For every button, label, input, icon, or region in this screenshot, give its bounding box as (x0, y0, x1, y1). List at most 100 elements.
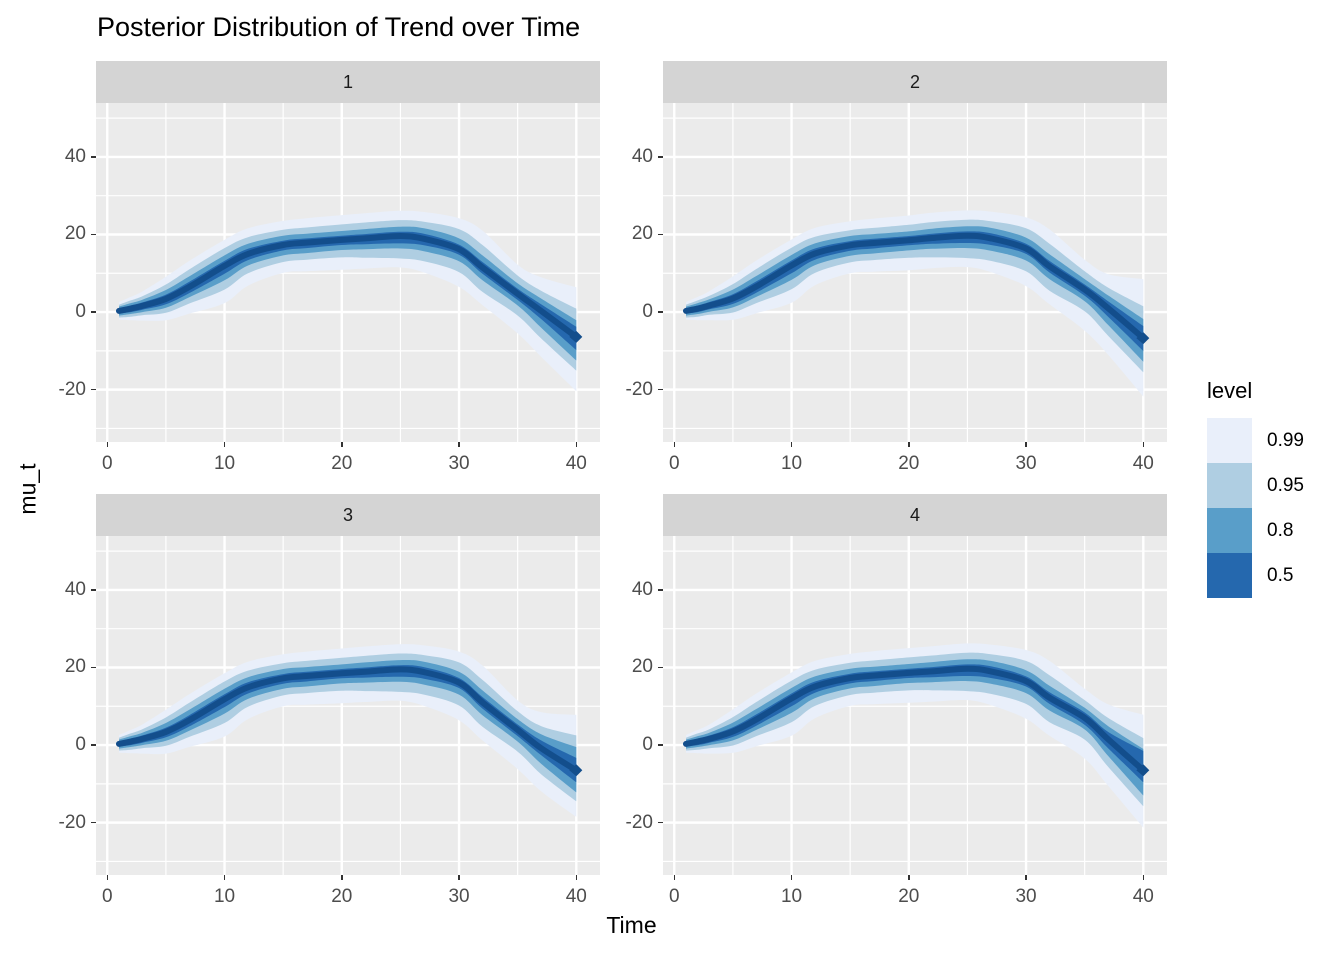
y-tick-mark (91, 388, 96, 391)
y-tick-label: 40 (631, 145, 653, 167)
y-tick-mark (658, 388, 663, 391)
facet-panel (663, 536, 1167, 875)
x-tick-mark (1025, 875, 1027, 880)
y-tick-label: 40 (631, 578, 653, 600)
x-tick-label: 10 (213, 453, 236, 474)
y-tick-mark (658, 311, 663, 313)
legend-entry: 0.99 (1207, 418, 1337, 463)
y-axis-title: mu_t (14, 463, 41, 515)
legend-entry: 0.5 (1207, 553, 1337, 598)
y-tick-label: 20 (631, 223, 653, 245)
x-axis-title: Time (606, 912, 657, 938)
x-tick-mark (106, 875, 108, 880)
y-tick-mark (91, 233, 96, 236)
y-tick-label: -20 (625, 811, 653, 833)
x-tick-mark (1142, 442, 1145, 447)
facet-strip-label: 1 (342, 71, 353, 92)
y-tick-label: 40 (64, 578, 86, 600)
facet-strip-label: 4 (909, 504, 920, 525)
legend-swatch (1207, 508, 1252, 553)
y-tick-label: 0 (75, 301, 86, 323)
median-line (116, 666, 580, 774)
x-tick-mark (790, 875, 793, 880)
median-line (683, 232, 1147, 342)
x-tick-label: 20 (898, 453, 920, 474)
facet-strip: 1 (96, 61, 600, 103)
facet-strip-label: 3 (342, 504, 353, 525)
y-tick-mark (658, 666, 663, 669)
x-tick-label: 0 (668, 886, 680, 907)
plot-title: Posterior Distribution of Trend over Tim… (97, 12, 581, 42)
x-tick-label: 40 (1132, 886, 1154, 907)
y-tick-mark (658, 821, 663, 824)
x-tick-label: 40 (1132, 453, 1154, 474)
legend-entry: 0.8 (1207, 508, 1337, 553)
y-tick-label: 0 (642, 301, 653, 323)
facet-strip-label: 2 (909, 71, 920, 92)
y-tick-mark (658, 744, 663, 746)
y-tick-label: -20 (625, 378, 653, 400)
x-tick-label: 20 (331, 453, 353, 474)
x-tick-mark (1142, 875, 1145, 880)
x-tick-mark (1025, 442, 1027, 447)
y-tick-label: 20 (64, 223, 86, 245)
x-tick-mark (673, 442, 675, 447)
x-tick-label: 30 (1015, 453, 1037, 474)
x-tick-label: 10 (213, 886, 236, 907)
legend-swatch (1207, 418, 1252, 463)
x-tick-mark (575, 875, 578, 880)
y-tick-label: -20 (58, 378, 86, 400)
x-tick-label: 0 (668, 453, 680, 474)
x-tick-mark (458, 875, 460, 880)
legend-label: 0.99 (1267, 429, 1304, 451)
y-tick-mark (658, 589, 663, 591)
x-tick-label: 0 (101, 886, 113, 907)
facet-panel (96, 103, 600, 442)
x-tick-label: 20 (331, 886, 353, 907)
panel-canvas (663, 536, 1167, 875)
legend: level 0.99 0.95 0.8 0.5 (1207, 378, 1337, 598)
x-tick-label: 30 (1015, 886, 1037, 907)
legend-label: 0.95 (1267, 474, 1304, 496)
y-tick-mark (91, 744, 96, 746)
panel-canvas (663, 103, 1167, 442)
y-tick-label: 0 (75, 734, 86, 756)
panel-canvas (96, 103, 600, 442)
y-tick-label: 0 (642, 734, 653, 756)
y-tick-mark (91, 666, 96, 669)
x-tick-mark (908, 875, 910, 880)
x-tick-label: 40 (565, 453, 587, 474)
legend-entry: 0.95 (1207, 463, 1337, 508)
x-tick-mark (341, 875, 343, 880)
legend-entries: 0.99 0.95 0.8 0.5 (1207, 418, 1337, 598)
end-point-marker (569, 330, 583, 343)
facet-strip: 4 (663, 494, 1167, 536)
x-tick-mark (790, 442, 793, 447)
end-point-marker (1136, 332, 1150, 345)
y-tick-label: 20 (64, 656, 86, 678)
y-tick-mark (658, 233, 663, 236)
x-tick-mark (673, 875, 675, 880)
x-tick-label: 40 (565, 886, 587, 907)
legend-title: level (1207, 378, 1253, 403)
facet-strip: 2 (663, 61, 1167, 103)
x-tick-mark (341, 442, 343, 447)
x-tick-mark (575, 442, 578, 447)
y-tick-mark (658, 156, 663, 158)
y-tick-label: 20 (631, 656, 653, 678)
legend-label: 0.5 (1267, 564, 1294, 586)
x-tick-mark (458, 442, 460, 447)
x-tick-mark (223, 875, 226, 880)
end-point-marker (1136, 764, 1150, 777)
median-line (116, 232, 580, 340)
x-tick-mark (106, 442, 108, 447)
facet-panel (96, 536, 600, 875)
y-tick-label: 40 (64, 145, 86, 167)
x-tick-label: 0 (101, 453, 113, 474)
x-tick-label: 20 (898, 886, 920, 907)
x-tick-mark (908, 442, 910, 447)
x-tick-label: 30 (448, 453, 470, 474)
y-tick-label: -20 (58, 811, 86, 833)
facet-panel (663, 103, 1167, 442)
